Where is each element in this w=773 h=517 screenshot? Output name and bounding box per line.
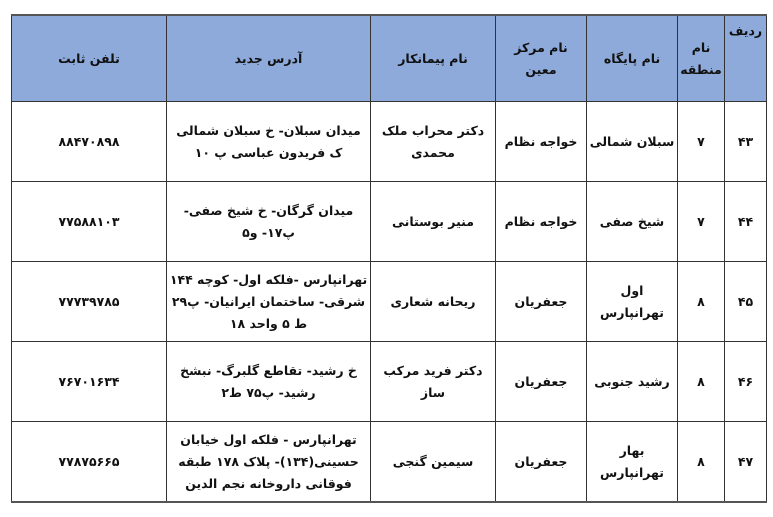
cell-center: جعفریان (495, 261, 587, 342)
cell-row-no: ۴۶ (724, 341, 767, 422)
cell-address: تهرانپارس -فلکه اول- کوچه ۱۴۴ شرقی- ساخت… (166, 261, 371, 342)
cell-contractor: دکتر فرید مرکب ساز (370, 341, 496, 422)
table-row: ۴۳ ۷ سبلان شمالی خواجه نظام دکتر محراب ملک م… (11, 101, 767, 182)
cell-row-no: ۴۳ (724, 101, 767, 182)
cell-phone: ۷۷۷۳۹۷۸۵ (11, 261, 167, 342)
cell-center: خواجه نظام (495, 181, 587, 262)
cell-phone: ۷۶۷۰۱۶۳۴ (11, 341, 167, 422)
cell-center: خواجه نظام (495, 101, 587, 182)
contacts-table: ردیف نام منطقه نام پایگاه نام مرکز معین … (11, 14, 767, 503)
header-phone: تلفن ثابت (11, 14, 167, 102)
cell-center: جعفریان (495, 341, 587, 422)
cell-row-no: ۴۴ (724, 181, 767, 262)
cell-region: ۷ (677, 181, 725, 262)
cell-center: جعفریان (495, 421, 587, 503)
cell-base: بهار تهرانپارس (586, 421, 678, 503)
table-row: ۴۵ ۸ اول تهرانپارس جعفریان ریحانه شعاری تهران… (11, 261, 767, 342)
cell-base: شیخ صفی (586, 181, 678, 262)
cell-phone: ۷۷۵۸۸۱۰۳ (11, 181, 167, 262)
header-contractor: نام پیمانکار (370, 14, 496, 102)
cell-contractor: منیر بوستانی (370, 181, 496, 262)
header-region: نام منطقه (677, 14, 725, 102)
cell-region: ۸ (677, 341, 725, 422)
cell-address: خ رشید- تقاطع گلبرگ- نبشخ رشید- پ۷۵ ط۲ (166, 341, 371, 422)
cell-phone: ۷۷۸۷۵۶۶۵ (11, 421, 167, 503)
cell-address: میدان گرگان- خ شیخ صفی- پ۱۷- و۵ (166, 181, 371, 262)
table-row: ۴۴ ۷ شیخ صفی خواجه نظام منیر بوستانی میدان گر… (11, 181, 767, 262)
cell-region: ۷ (677, 101, 725, 182)
cell-base: سبلان شمالی (586, 101, 678, 182)
cell-base: رشید جنوبی (586, 341, 678, 422)
cell-region: ۸ (677, 261, 725, 342)
cell-region: ۸ (677, 421, 725, 503)
table-row: ۴۷ ۸ بهار تهرانپارس جعفریان سیمین گنجی تهرانپ… (11, 421, 767, 503)
header-address: آدرس جدید (166, 14, 371, 102)
cell-contractor: دکتر محراب ملک محمدی (370, 101, 496, 182)
cell-row-no: ۴۷ (724, 421, 767, 503)
cell-phone: ۸۸۴۷۰۸۹۸ (11, 101, 167, 182)
header-row: ردیف نام منطقه نام پایگاه نام مرکز معین … (11, 14, 767, 102)
header-center: نام مرکز معین (495, 14, 587, 102)
cell-row-no: ۴۵ (724, 261, 767, 342)
cell-address: تهرانپارس - فلکه اول خیابان حسینی(۱۳۴)- … (166, 421, 371, 503)
table-row: ۴۶ ۸ رشید جنوبی جعفریان دکتر فرید مرکب ساز خ … (11, 341, 767, 422)
header-row-no: ردیف (724, 14, 767, 102)
cell-address: میدان سبلان- خ سبلان شمالی ک فریدون عباس… (166, 101, 371, 182)
header-base: نام پایگاه (586, 14, 678, 102)
cell-contractor: سیمین گنجی (370, 421, 496, 503)
cell-contractor: ریحانه شعاری (370, 261, 496, 342)
cell-base: اول تهرانپارس (586, 261, 678, 342)
